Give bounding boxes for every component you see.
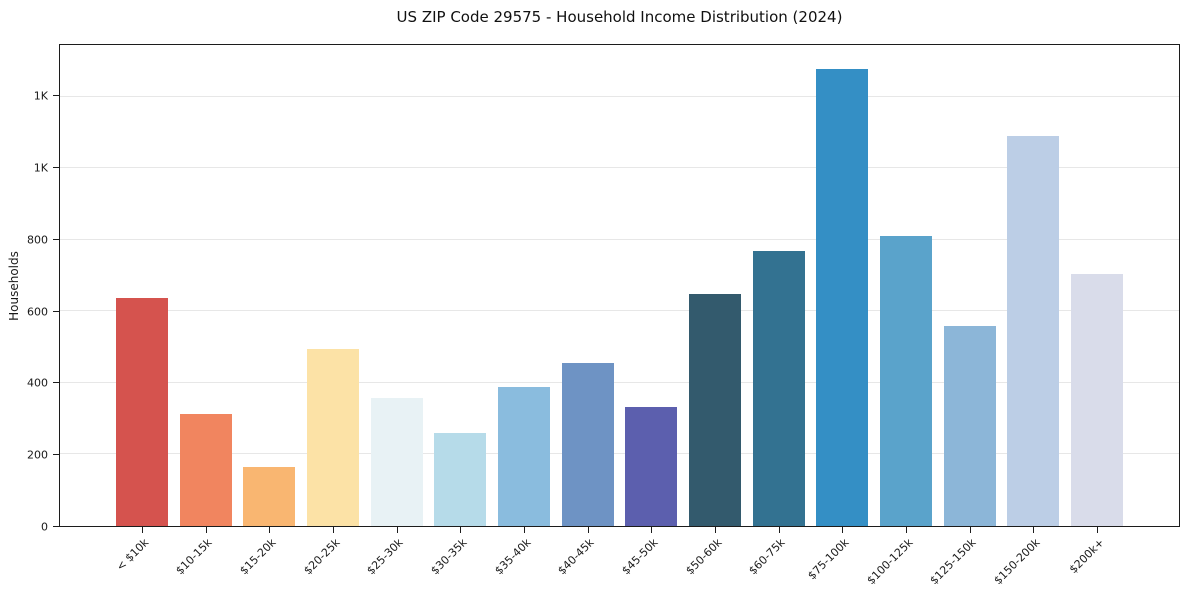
x-tick-mark bbox=[906, 527, 908, 533]
bar bbox=[752, 251, 805, 526]
bar bbox=[306, 349, 359, 526]
x-tick-label: $45-50k bbox=[619, 536, 661, 578]
x-tick-label: $150-200k bbox=[991, 536, 1043, 588]
bar bbox=[370, 398, 423, 526]
plot-area: < $10k $10-15k $15-20k $20-25k $25-30k $30-35… bbox=[59, 44, 1180, 587]
x-tick-label: $200k+ bbox=[1066, 536, 1107, 577]
x-tick-label: $50-60k bbox=[682, 536, 725, 578]
bar-slot: $20-25k bbox=[301, 45, 365, 577]
bar bbox=[1071, 274, 1124, 526]
x-tick-label: $35-40k bbox=[491, 536, 534, 578]
bar-slot: $35-40k bbox=[492, 45, 556, 577]
x-tick-label: $30-35k bbox=[428, 536, 470, 578]
bar bbox=[816, 68, 869, 526]
bar bbox=[880, 235, 933, 526]
bar-slot: $200k+ bbox=[1065, 45, 1129, 576]
x-tick-label: $40-45k bbox=[555, 536, 597, 578]
y-tick-label: 1K bbox=[33, 89, 48, 103]
gridline bbox=[60, 95, 1179, 97]
x-tick-mark bbox=[778, 527, 780, 533]
x-tick-label: $10-15k bbox=[173, 536, 215, 578]
bar-slot: $10-15k bbox=[173, 45, 238, 577]
gridline bbox=[60, 167, 1179, 169]
y-tick-label: 600 bbox=[27, 305, 48, 319]
bar-slot: $75-100k bbox=[805, 45, 875, 582]
x-tick-label: $60-75k bbox=[746, 536, 788, 578]
bars-container: < $10k $10-15k $15-20k $20-25k $25-30k $30-35… bbox=[60, 45, 1179, 587]
bar bbox=[434, 433, 487, 526]
y-tick-mark bbox=[53, 526, 59, 527]
y-tick-label: 800 bbox=[27, 233, 48, 247]
bar-slot: $45-50k bbox=[619, 45, 684, 577]
gridline bbox=[60, 381, 1179, 383]
y-tick-mark bbox=[53, 454, 59, 456]
bar bbox=[561, 362, 614, 526]
gridline bbox=[60, 310, 1179, 312]
x-tick-label: $15-20k bbox=[237, 536, 279, 578]
y-tick-label: 0 bbox=[41, 520, 48, 534]
bar-slot: < $10k bbox=[110, 45, 174, 574]
y-tick-mark bbox=[53, 238, 59, 240]
x-tick-label: $25-30k bbox=[364, 536, 406, 578]
y-tick-label: 1K bbox=[33, 161, 48, 175]
bar-slot: $30-35k bbox=[428, 45, 492, 577]
x-tick-mark bbox=[141, 527, 143, 533]
x-tick-mark bbox=[396, 527, 398, 533]
y-tick-mark bbox=[53, 310, 59, 312]
bar bbox=[115, 298, 168, 526]
bar bbox=[625, 407, 678, 526]
x-tick-mark bbox=[523, 527, 525, 533]
gridline bbox=[60, 453, 1179, 455]
y-tick-mark bbox=[53, 382, 59, 384]
x-tick-mark bbox=[842, 527, 844, 533]
gridline bbox=[60, 238, 1179, 240]
x-tick-mark bbox=[1033, 527, 1035, 533]
bar bbox=[497, 387, 550, 526]
x-tick-mark bbox=[269, 527, 271, 533]
x-tick-label: < $10k bbox=[113, 536, 152, 574]
x-tick-label: $20-25k bbox=[300, 536, 343, 578]
y-tick-label: 200 bbox=[27, 448, 48, 462]
x-tick-label: $100-125k bbox=[864, 536, 916, 588]
y-axis: 0 200 400 600 800 1K 1K bbox=[0, 44, 59, 534]
bar bbox=[1007, 136, 1060, 526]
bar-slot: $60-75k bbox=[747, 45, 811, 577]
chart-title: US ZIP Code 29575 - Household Income Dis… bbox=[396, 8, 843, 26]
bar bbox=[243, 466, 296, 526]
x-tick-mark bbox=[332, 527, 334, 533]
bar-slot: $50-60k bbox=[683, 45, 747, 577]
x-tick-mark bbox=[969, 527, 971, 533]
x-tick-mark bbox=[587, 527, 589, 533]
bar bbox=[179, 413, 232, 526]
y-tick-label: 400 bbox=[27, 376, 48, 390]
y-tick-mark bbox=[53, 95, 59, 97]
x-tick-mark bbox=[1097, 527, 1099, 533]
bar-slot: $150-200k bbox=[992, 45, 1066, 587]
x-tick-mark bbox=[715, 527, 717, 533]
bar-slot: $40-45k bbox=[556, 45, 620, 577]
bar-slot: $15-20k bbox=[237, 45, 301, 577]
x-tick-mark bbox=[460, 527, 462, 533]
bar-slot: $125-150k bbox=[928, 45, 1002, 587]
bar-slot: $25-30k bbox=[365, 45, 429, 577]
x-tick-mark bbox=[205, 527, 207, 533]
bar bbox=[943, 326, 996, 526]
bar-slot: $100-125k bbox=[864, 45, 938, 587]
x-tick-label: $125-150k bbox=[927, 536, 979, 588]
y-tick-mark bbox=[53, 166, 59, 168]
bar bbox=[689, 293, 742, 526]
x-tick-mark bbox=[651, 527, 653, 533]
x-tick-label: $75-100k bbox=[805, 536, 852, 583]
